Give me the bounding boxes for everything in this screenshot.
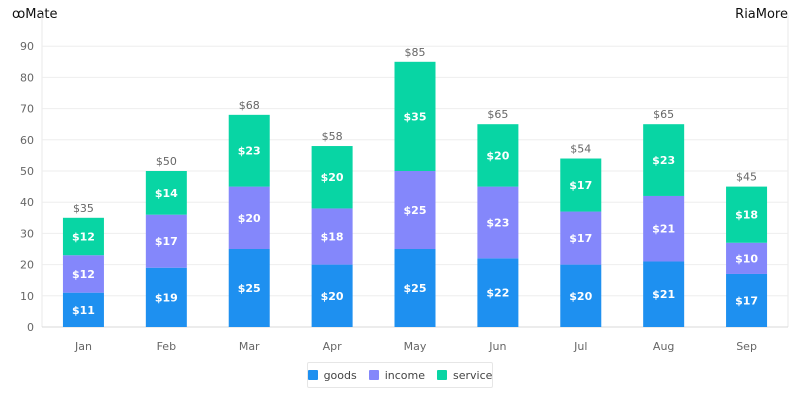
segment-label-goods: $21 [652,288,675,301]
bar-total-label: $65 [653,108,674,121]
bar-total-label: $54 [570,143,591,156]
legend-swatch-goods [307,370,318,380]
bar-segment-service [145,171,187,215]
segment-label-income: $21 [652,223,675,236]
bar-segment-income [726,242,768,274]
y-tick-label: 90 [20,40,34,53]
bar-segment-goods [62,292,104,327]
x-tick-label: Feb [157,340,176,353]
segment-label-goods: $20 [321,290,344,303]
x-tick-label: Sep [736,340,757,353]
segment-label-service: $14 [155,187,178,200]
segment-label-income: $23 [486,216,509,229]
bar-segment-income [560,211,602,265]
segment-label-goods: $11 [72,304,95,317]
legend-item-income[interactable]: income [368,368,426,382]
chart-legend: goods income service [307,362,493,388]
segment-label-goods: $25 [404,282,427,295]
segment-label-goods: $25 [238,282,261,295]
bar-total-label: $65 [487,108,508,121]
bar-segment-service [62,217,104,256]
bar-segment-goods [394,249,436,327]
legend-swatch-income [368,370,379,380]
bar-segment-income [394,171,436,249]
legend-swatch-service [437,370,448,380]
segment-label-service: $12 [72,231,95,244]
bar-total-label: $58 [322,130,343,143]
bar-segment-service [477,124,519,187]
bar-total-label: $35 [73,202,94,215]
bar-segment-income [311,208,353,265]
bar-segment-income [145,214,187,268]
y-tick-label: 0 [27,321,34,334]
segment-label-service: $17 [569,179,592,192]
top-left-label: ꝏMate [12,7,58,22]
segment-label-goods: $17 [735,294,758,307]
segment-label-service: $18 [735,209,758,222]
bar-segment-goods [477,258,519,327]
bar-segment-goods [643,261,685,327]
segment-label-goods: $20 [569,290,592,303]
segment-label-income: $17 [569,232,592,245]
y-tick-label: 70 [20,103,34,116]
y-tick-label: 80 [20,71,34,84]
legend-label-goods: goods [323,368,357,382]
bar-segment-service [643,124,685,196]
segment-label-income: $10 [735,252,758,265]
top-right-label: RiaMore [735,7,788,22]
bar-total-label: $50 [156,155,177,168]
bar-segment-income [228,186,270,249]
segment-label-service: $23 [652,154,675,167]
segment-label-service: $23 [238,145,261,158]
bar-segment-service [311,146,353,209]
segment-label-goods: $22 [486,287,509,300]
segment-label-income: $12 [72,268,95,281]
x-tick-label: Mar [239,340,260,353]
y-tick-label: 60 [20,134,34,147]
bar-total-label: $45 [736,171,757,184]
bar-segment-goods [228,249,270,327]
bar-segment-income [643,195,685,262]
bar-segment-goods [726,273,768,327]
segment-label-goods: $19 [155,291,178,304]
bar-segment-service [560,158,602,212]
bar-segment-service [228,114,270,187]
x-tick-label: Jun [488,340,506,353]
y-tick-label: 10 [20,290,34,303]
bar-segment-income [62,255,104,293]
y-tick-label: 30 [20,227,34,240]
legend-item-goods[interactable]: goods [307,368,357,382]
x-tick-label: Jan [74,340,92,353]
bar-segment-service [726,186,768,243]
bar-segment-goods [311,264,353,327]
bar-segment-income [477,186,519,259]
x-tick-label: May [404,340,427,353]
legend-label-service: service [453,368,493,382]
bar-segment-goods [145,267,187,327]
legend-label-income: income [384,368,426,382]
y-tick-label: 20 [20,259,34,272]
bar-total-label: $68 [239,99,260,112]
bar-segment-service [394,61,436,171]
x-tick-label: Aug [653,340,674,353]
bar-total-label: $85 [405,46,426,59]
x-tick-label: Apr [323,340,343,353]
segment-label-income: $17 [155,235,178,248]
segment-label-service: $35 [404,110,427,123]
segment-label-service: $20 [321,171,344,184]
y-tick-label: 40 [20,196,34,209]
legend-item-service[interactable]: service [437,369,492,382]
y-tick-label: 50 [20,165,34,178]
segment-label-income: $18 [321,231,344,244]
x-tick-label: Jul [573,340,587,353]
segment-label-service: $20 [486,149,509,162]
segment-label-income: $25 [404,204,427,217]
bar-segment-goods [560,264,602,327]
segment-label-income: $20 [238,212,261,225]
